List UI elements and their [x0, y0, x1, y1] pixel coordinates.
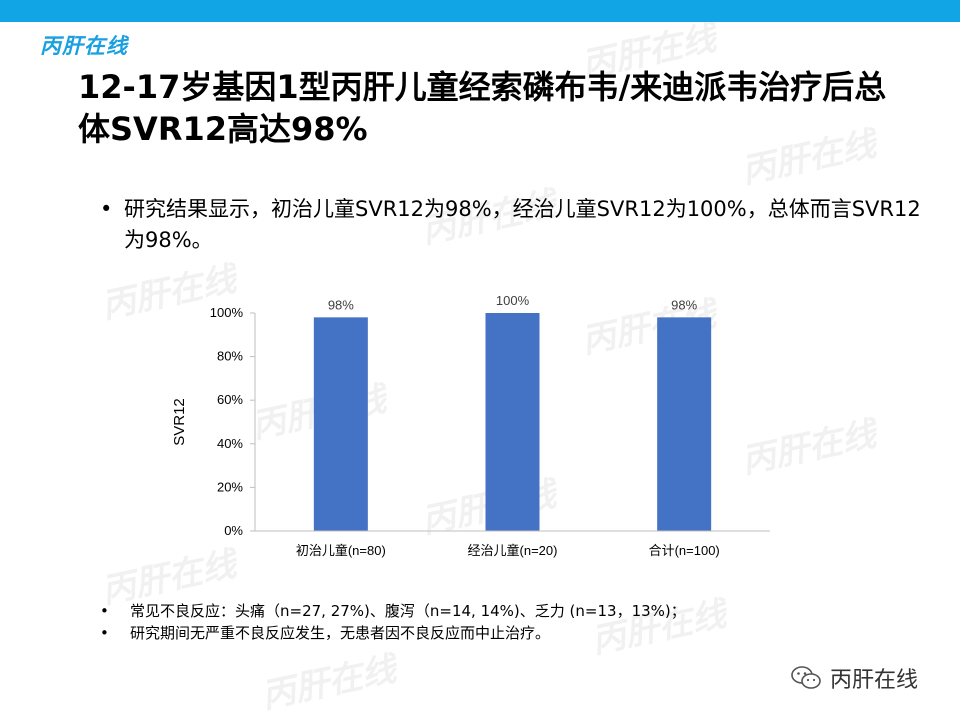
bars: 98% 100% 98%	[313, 293, 712, 531]
bullet-dot: •	[100, 197, 113, 221]
x-tick-label: 合计(n=100)	[649, 543, 720, 558]
y-tick-label: 100%	[210, 305, 244, 320]
bar	[313, 317, 368, 531]
bullet-dot: •	[100, 624, 109, 642]
slide-title: 12-17岁基因1型丙肝儿童经索磷布韦/来迪派韦治疗后总体SVR12高达98%	[78, 68, 887, 148]
notes-list: • 常见不良反应：头痛（n=27, 27%)、腹泻（n=14, 14%)、乏力 …	[100, 600, 860, 644]
data-label: 98%	[671, 297, 697, 312]
bullet-dot: •	[100, 602, 109, 620]
x-axis: 初治儿童(n=80) 经治儿童(n=20) 合计(n=100)	[296, 543, 720, 558]
watermark: 丙肝在线	[258, 649, 400, 717]
top-accent-bar	[0, 0, 960, 22]
main-bullet-text: 研究结果显示，初治儿童SVR12为98%，经治儿童SVR12为100%，总体而言…	[124, 197, 921, 252]
y-tick-label: 0%	[224, 523, 243, 538]
bar	[657, 317, 712, 531]
wechat-account-name: 丙肝在线	[830, 668, 919, 693]
x-tick-label: 经治儿童(n=20)	[468, 543, 558, 558]
wechat-account: 丙肝在线	[790, 662, 918, 694]
data-label: 98%	[328, 297, 354, 312]
x-tick-label: 初治儿童(n=80)	[296, 543, 386, 558]
logo: 丙肝在线	[40, 34, 128, 58]
y-axis: 0% 20% 40% 60% 80% 100%	[210, 305, 255, 538]
y-tick-label: 40%	[217, 436, 243, 451]
wechat-icon	[791, 666, 821, 689]
y-axis-label: SVR12	[171, 398, 188, 446]
bar	[485, 313, 540, 531]
note-text: 研究期间无严重不良反应发生，无患者因不良反应而中止治疗。	[130, 624, 551, 642]
note-item: • 常见不良反应：头痛（n=27, 27%)、腹泻（n=14, 14%)、乏力 …	[100, 600, 860, 622]
y-tick-label: 80%	[217, 349, 243, 364]
bar-chart: 0% 20% 40% 60% 80% 100% 98% 100% 98% 初治儿童(n=80)…	[171, 293, 770, 558]
note-text: 常见不良反应：头痛（n=27, 27%)、腹泻（n=14, 14%)、乏力 (n…	[130, 602, 686, 620]
y-tick-label: 20%	[217, 479, 243, 494]
data-label: 100%	[496, 293, 530, 308]
y-tick-label: 60%	[217, 392, 243, 407]
note-item: • 研究期间无严重不良反应发生，无患者因不良反应而中止治疗。	[100, 622, 860, 644]
